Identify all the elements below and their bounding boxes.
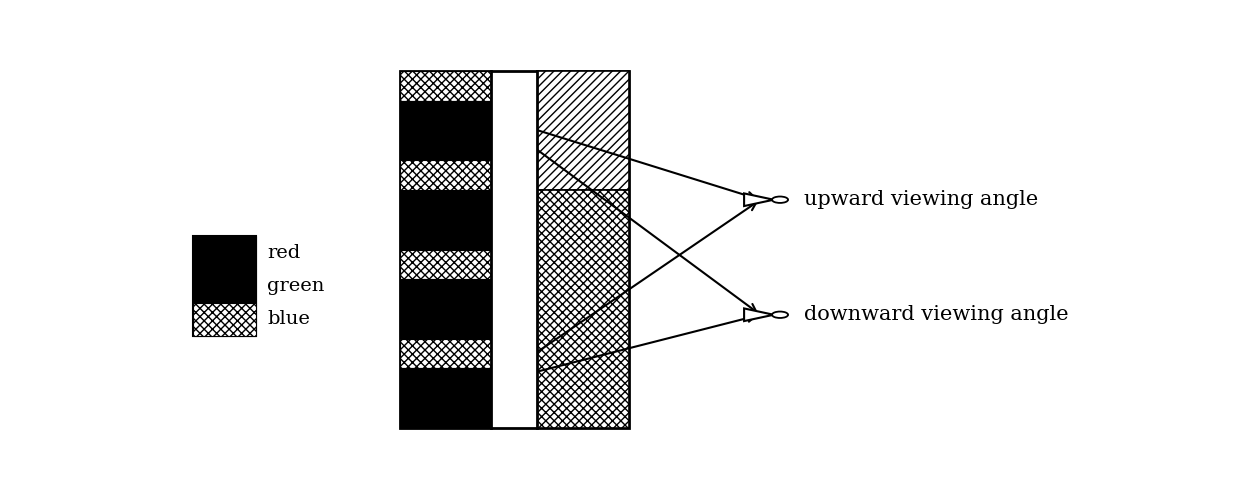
- Bar: [401, 309, 491, 339]
- Bar: [401, 279, 491, 309]
- Bar: [401, 398, 491, 428]
- Bar: [537, 71, 629, 428]
- Circle shape: [773, 312, 789, 318]
- Bar: [401, 101, 491, 130]
- Bar: [491, 71, 537, 428]
- Text: green: green: [268, 277, 325, 295]
- Bar: [401, 190, 491, 220]
- Bar: [401, 130, 491, 160]
- Bar: [193, 236, 255, 336]
- Bar: [401, 339, 491, 369]
- Bar: [193, 269, 255, 303]
- Text: downward viewing angle: downward viewing angle: [804, 305, 1069, 324]
- Circle shape: [773, 197, 789, 203]
- Bar: [537, 190, 629, 428]
- Bar: [401, 71, 491, 101]
- Bar: [537, 71, 629, 190]
- Polygon shape: [744, 308, 774, 321]
- Bar: [193, 303, 255, 336]
- Bar: [193, 236, 255, 269]
- Text: upward viewing angle: upward viewing angle: [804, 190, 1038, 209]
- Bar: [401, 71, 491, 428]
- Text: red: red: [268, 244, 300, 262]
- Bar: [401, 369, 491, 398]
- Text: blue: blue: [268, 310, 310, 328]
- Bar: [401, 249, 491, 279]
- Polygon shape: [744, 193, 774, 206]
- Bar: [401, 220, 491, 249]
- Bar: [401, 160, 491, 190]
